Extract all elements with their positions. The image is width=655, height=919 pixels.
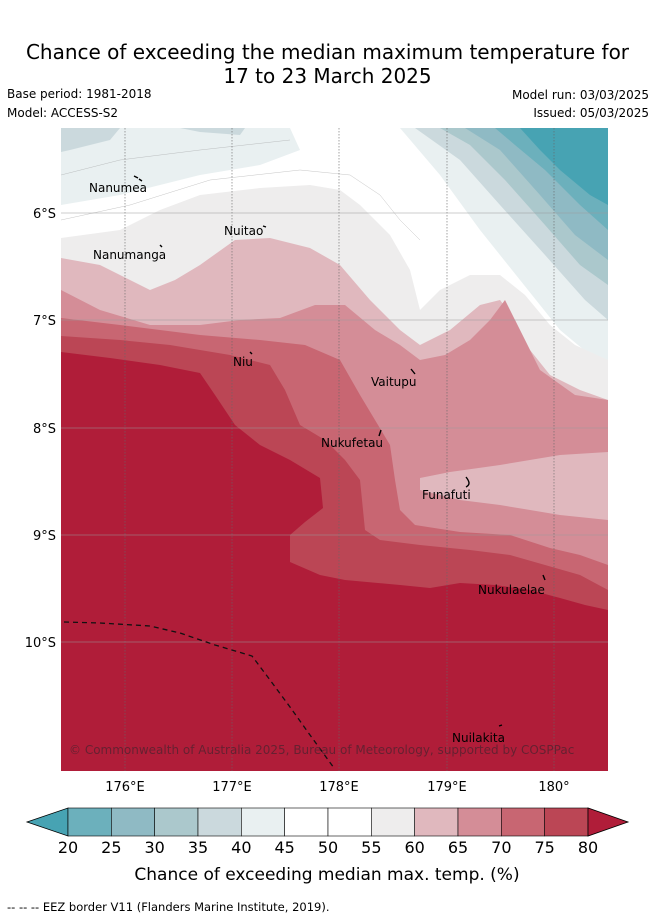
page-title: Chance of exceeding the median maximum t… bbox=[0, 40, 655, 88]
place-label: Nanumea bbox=[89, 181, 147, 195]
colorbar-segment bbox=[197, 807, 242, 837]
eez-border-legend: -- -- -- EEZ border V11 (Flanders Marine… bbox=[7, 900, 330, 914]
band-80-plus bbox=[61, 352, 608, 771]
lat-label: 9°S bbox=[33, 529, 56, 544]
place-label: Nuitao bbox=[224, 224, 263, 238]
colorbar-tick-label: 75 bbox=[534, 838, 554, 857]
graticule bbox=[124, 128, 555, 771]
probability-shading bbox=[61, 128, 608, 771]
band-35-40-b bbox=[180, 128, 245, 135]
place-label: Funafuti bbox=[422, 488, 471, 502]
issued-date: Issued: 05/03/2025 bbox=[533, 106, 649, 120]
island-nanumanga bbox=[159, 244, 163, 248]
colorbar-tick-label: 40 bbox=[231, 838, 251, 857]
place-label: Nukulaelae bbox=[478, 583, 545, 597]
model-name: Model: ACCESS-S2 bbox=[7, 106, 119, 120]
lon-label: 180° bbox=[538, 780, 569, 795]
island-vaitupu bbox=[410, 368, 416, 375]
island-nukufetau bbox=[378, 429, 382, 437]
island-nuilakita bbox=[498, 724, 503, 727]
place-label: Niu bbox=[233, 355, 253, 369]
lat-label: 6°S bbox=[33, 207, 56, 222]
colorbar-tick-label: 65 bbox=[448, 838, 468, 857]
island-outlines bbox=[133, 175, 546, 727]
colorbar-segment bbox=[241, 807, 285, 837]
lon-label: 178°E bbox=[319, 780, 359, 795]
island-nukulaelae bbox=[542, 574, 546, 581]
lat-label: 10°S bbox=[25, 636, 56, 651]
colorbar-tick-label: 80 bbox=[578, 838, 598, 857]
colorbar-tick-label: 30 bbox=[144, 838, 164, 857]
contour-lines bbox=[61, 139, 421, 241]
colorbar-extension-low bbox=[25, 807, 69, 837]
eez-border bbox=[63, 621, 335, 769]
colorbar-segment bbox=[111, 807, 155, 837]
colorbar-segment bbox=[154, 807, 199, 837]
model-run: Model run: 03/03/2025 bbox=[511, 88, 649, 102]
colorbar-extension-high bbox=[587, 807, 630, 837]
lon-label: 179°E bbox=[427, 780, 467, 795]
island-nuitao bbox=[262, 225, 267, 228]
base-period: Base period: 1981-2018 bbox=[7, 87, 152, 101]
colorbar-segment bbox=[414, 807, 459, 837]
colorbar-segment bbox=[457, 807, 502, 837]
island-niu bbox=[249, 351, 253, 355]
colorbar-label: Chance of exceeding median max. temp. (%… bbox=[134, 865, 519, 885]
colorbar-segment bbox=[67, 807, 112, 837]
place-label: Nuilakita bbox=[452, 731, 505, 745]
colorbar-ticks: 20 25 30 35 40 45 50 55 60 65 70 75 80 bbox=[58, 838, 598, 857]
place-label: Vaitupu bbox=[371, 375, 417, 389]
colorbar-tick-label: 55 bbox=[361, 838, 381, 857]
place-label: Nanumanga bbox=[93, 248, 166, 262]
colorbar-tick-label: 45 bbox=[274, 838, 294, 857]
copyright-notice: © Commonwealth of Australia 2025, Bureau… bbox=[69, 743, 574, 757]
colorbar-tick-label: 35 bbox=[188, 838, 208, 857]
island-nanumea bbox=[133, 175, 143, 182]
island-funafuti bbox=[465, 476, 470, 488]
lon-label: 177°E bbox=[212, 780, 252, 795]
band-northeast-15 bbox=[520, 128, 608, 205]
title-line-2: 17 to 23 March 2025 bbox=[223, 64, 432, 88]
colorbar-segment bbox=[371, 807, 415, 837]
colorbar-tick-label: 25 bbox=[101, 838, 121, 857]
colorbar bbox=[25, 807, 630, 837]
place-label: Nukufetau bbox=[321, 436, 383, 450]
colorbar-segment bbox=[284, 807, 329, 837]
colorbar-segment bbox=[544, 807, 589, 837]
colorbar-tick-label: 60 bbox=[404, 838, 424, 857]
colorbar-tick-label: 50 bbox=[318, 838, 338, 857]
band-40-45 bbox=[61, 128, 300, 205]
colorbar-segment bbox=[501, 807, 545, 837]
lon-label: 176°E bbox=[105, 780, 145, 795]
lat-label: 8°S bbox=[33, 422, 56, 437]
colorbar-tick-label: 20 bbox=[58, 838, 78, 857]
colorbar-tick-label: 70 bbox=[491, 838, 511, 857]
latitude-lines bbox=[61, 212, 608, 643]
band-35-40 bbox=[61, 128, 120, 152]
title-line-1: Chance of exceeding the median maximum t… bbox=[25, 40, 630, 64]
colorbar-segment bbox=[327, 807, 372, 837]
lat-label: 7°S bbox=[33, 314, 56, 329]
